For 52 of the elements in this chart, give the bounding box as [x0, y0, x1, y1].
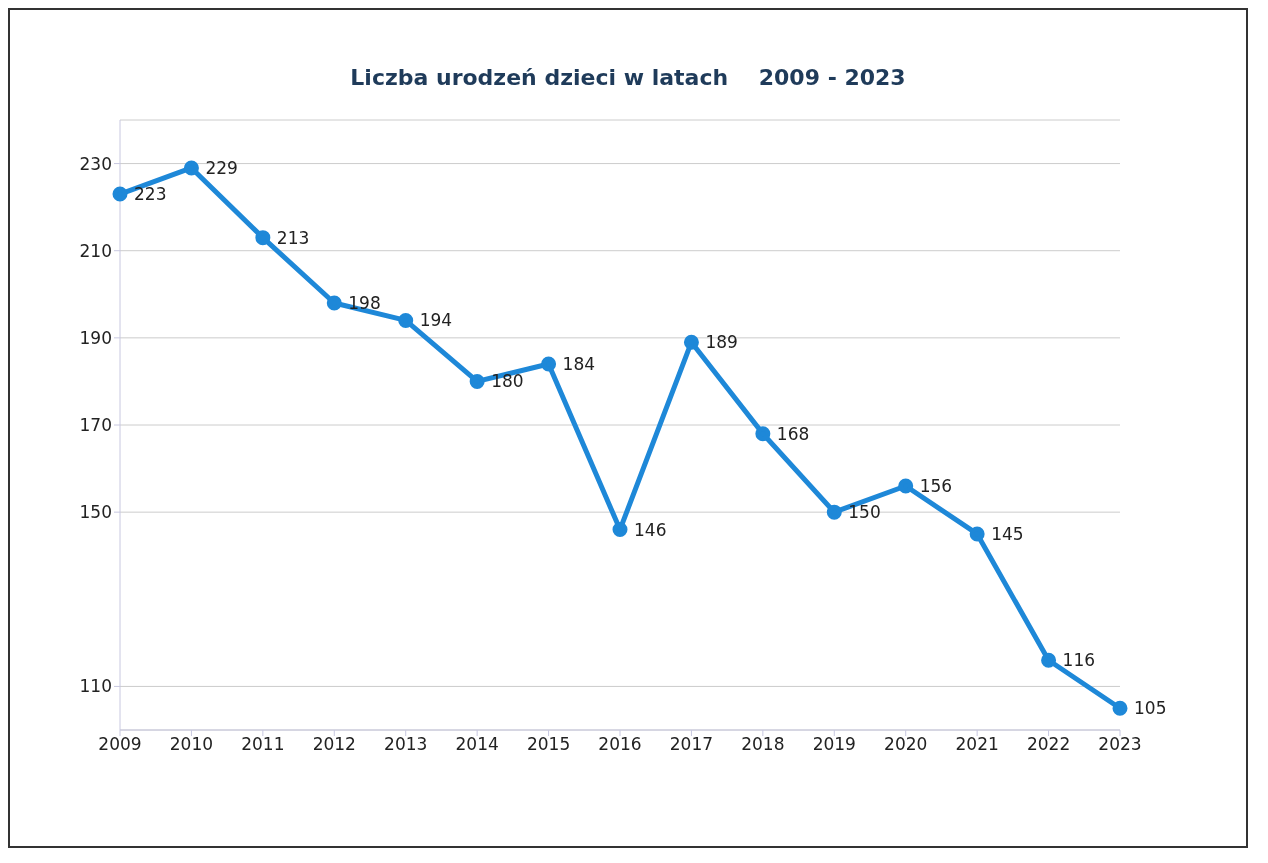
- x-tick-label: 2010: [169, 734, 214, 755]
- data-label: 156: [919, 476, 953, 497]
- data-label: 146: [634, 519, 667, 540]
- x-tick-label: 2022: [1026, 734, 1071, 755]
- y-tick-label: 170: [79, 415, 112, 436]
- y-tick-label: 150: [79, 502, 112, 523]
- x-tick-label: 2023: [1098, 734, 1142, 755]
- point: [1041, 652, 1057, 668]
- data-label: 180: [491, 371, 524, 392]
- y-tick-label: 110: [79, 676, 112, 697]
- point: [183, 160, 199, 176]
- x-tick-label: 2021: [955, 734, 999, 755]
- point: [683, 334, 699, 350]
- point: [1112, 700, 1128, 716]
- chart-title: Liczba urodzeń dzieci w latach 2009 - 2023: [349, 64, 907, 90]
- x-tick-label: 2015: [526, 734, 571, 755]
- x-tick-label: 2009: [98, 734, 142, 755]
- x-tick-label: 2011: [241, 734, 285, 755]
- point: [326, 295, 342, 311]
- point: [541, 356, 557, 372]
- data-label: 150: [848, 502, 881, 523]
- point: [612, 522, 628, 538]
- point: [112, 186, 128, 202]
- point: [826, 504, 842, 520]
- data-label: 105: [1134, 698, 1167, 719]
- data-label: 229: [205, 157, 238, 178]
- x-tick-label: 2018: [741, 734, 785, 755]
- data-label: 223: [134, 184, 167, 205]
- x-tick-label: 2014: [455, 734, 499, 755]
- point: [969, 526, 985, 542]
- data-label: 168: [776, 423, 810, 444]
- x-tick-label: 2017: [669, 734, 714, 755]
- data-label: 184: [562, 354, 596, 375]
- x-tick-label: 2012: [312, 734, 356, 755]
- x-tick-label: 2020: [884, 734, 928, 755]
- data-label: 198: [348, 293, 381, 314]
- point: [755, 426, 771, 442]
- x-tick-label: 2019: [812, 734, 856, 755]
- y-tick-label: 230: [79, 153, 112, 174]
- data-label: 145: [991, 523, 1024, 544]
- point: [469, 373, 485, 389]
- x-tick-label: 2013: [384, 734, 428, 755]
- point: [898, 478, 914, 494]
- data-label: 213: [276, 227, 310, 248]
- point: [255, 230, 271, 246]
- point: [398, 312, 414, 328]
- data-label: 189: [705, 332, 738, 353]
- y-tick-label: 190: [79, 327, 112, 348]
- data-label: 116: [1062, 650, 1096, 671]
- data-label: 194: [419, 310, 453, 331]
- y-tick-label: 210: [79, 240, 112, 261]
- x-tick-label: 2016: [598, 734, 642, 755]
